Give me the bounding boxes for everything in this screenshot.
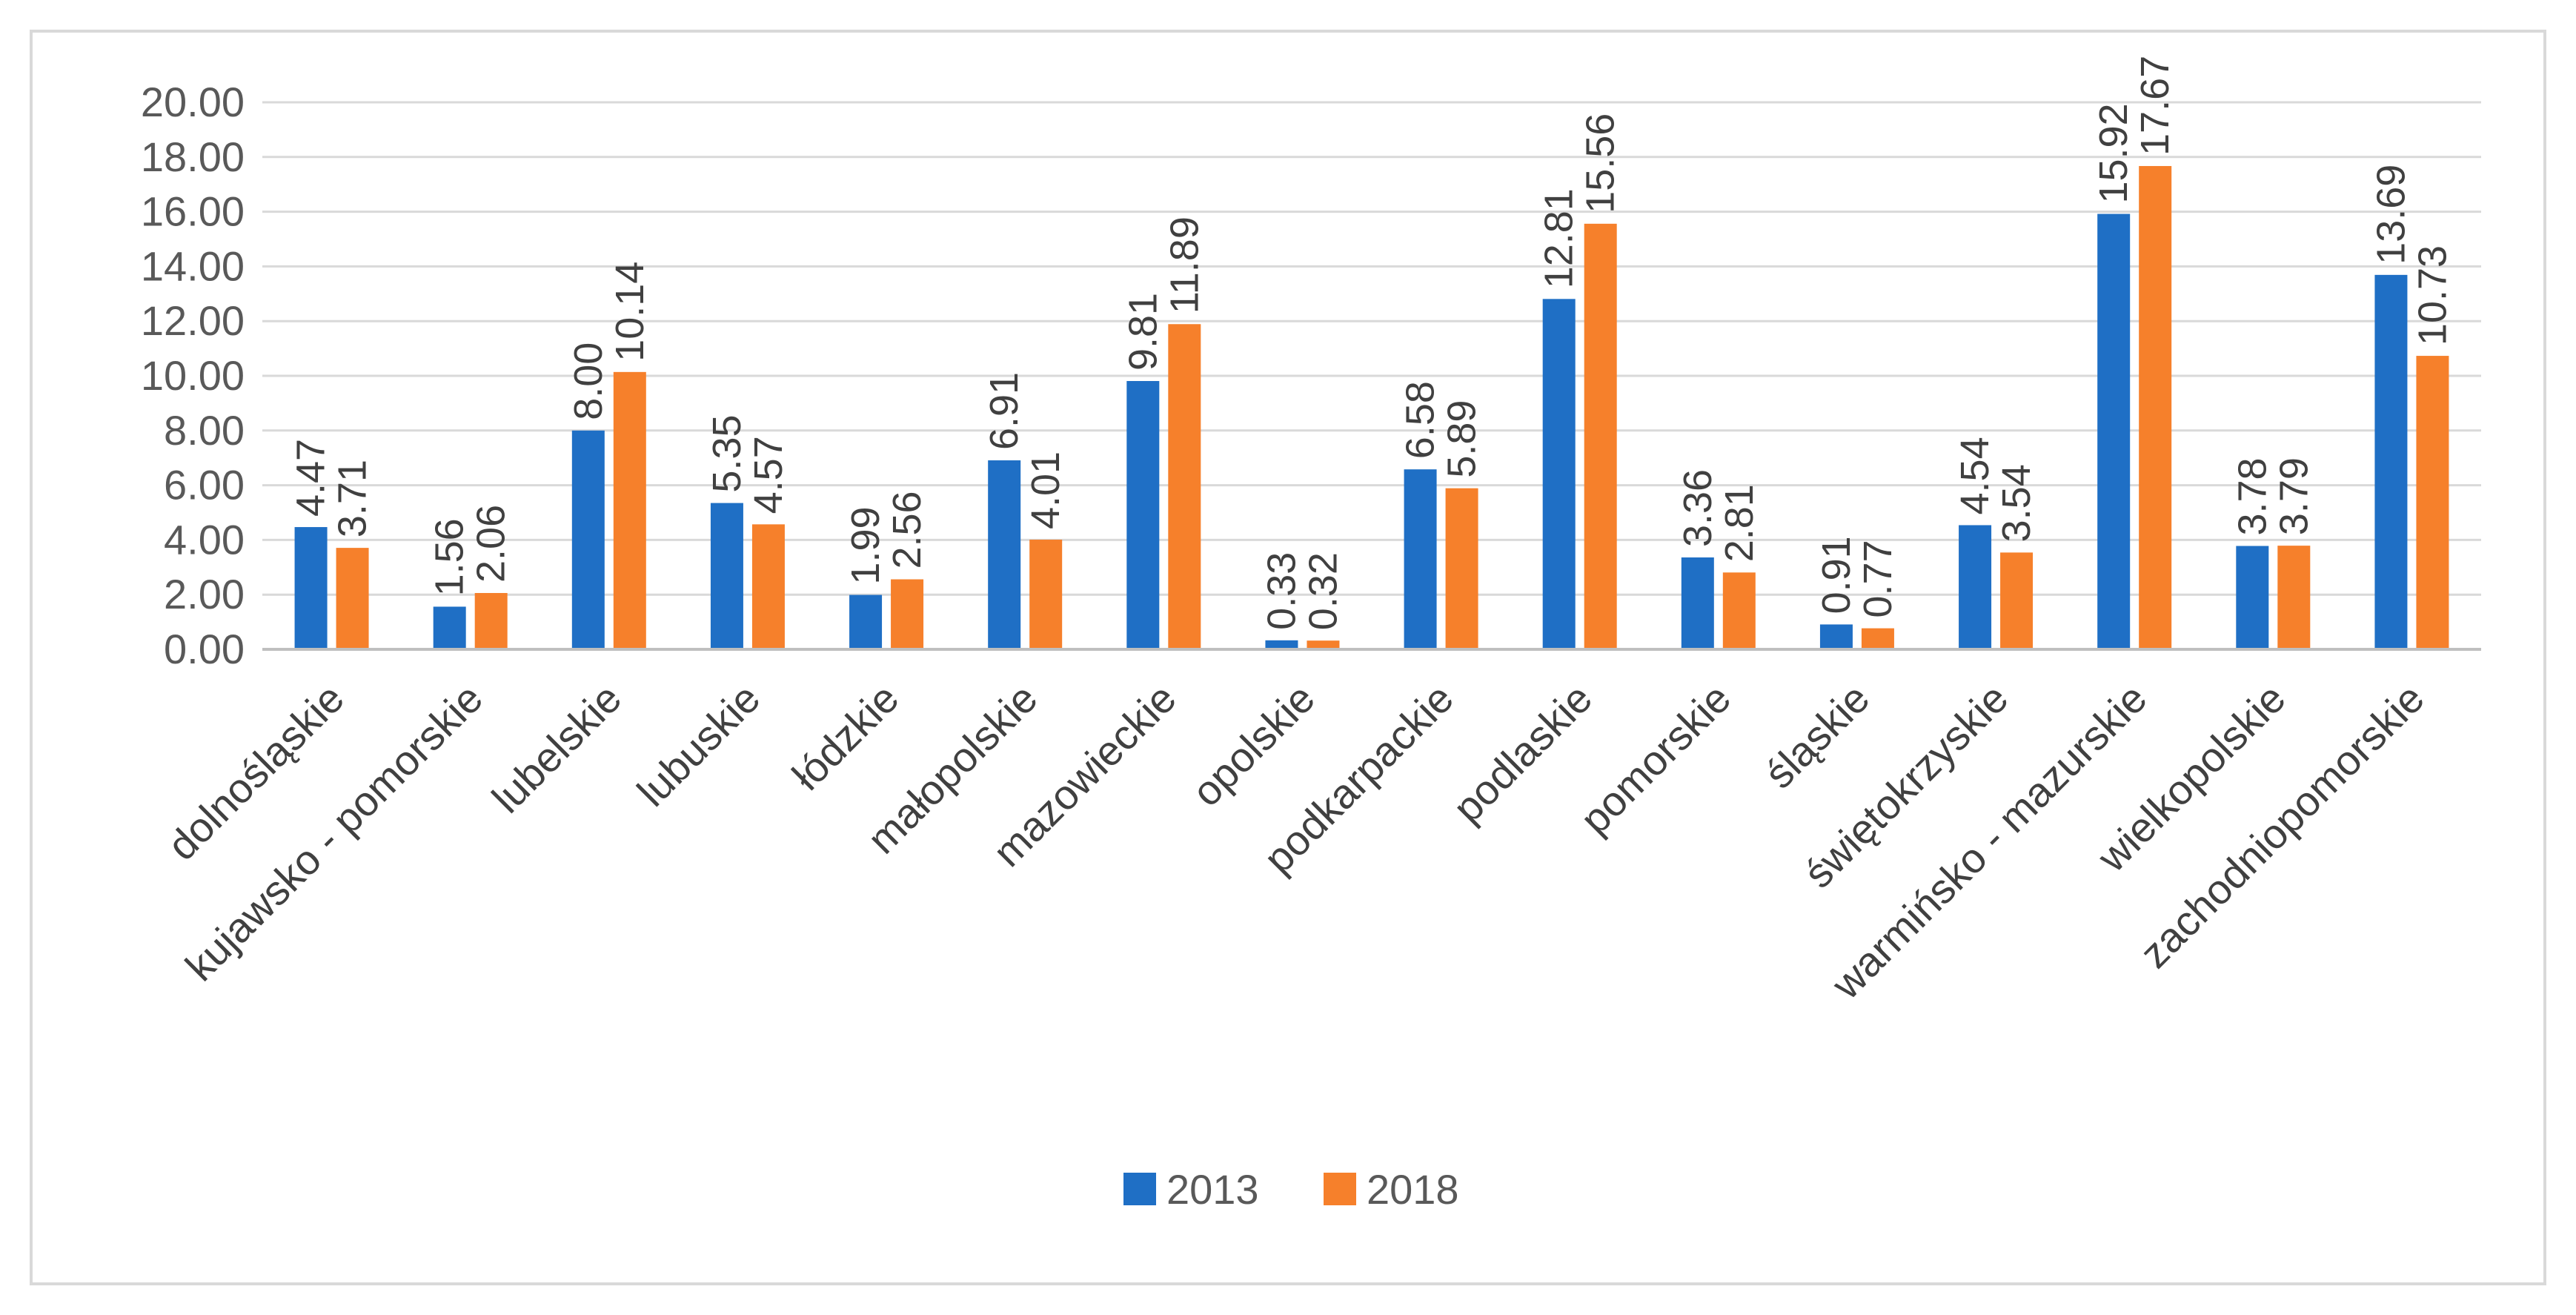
- bar-2018-4: [891, 579, 924, 649]
- bar-2018-7: [1307, 640, 1340, 649]
- y-axis-ticks: 0.00 2.00 4.00 6.00 8.00 10.00 12.00 14.00 16.00…: [141, 79, 245, 672]
- y-tick-label: 0.00: [164, 626, 245, 672]
- data-label: 11.89: [1162, 216, 1206, 314]
- bar-2018-5: [1029, 540, 1063, 649]
- data-label: 4.47: [289, 439, 333, 517]
- data-label: 9.81: [1121, 293, 1165, 371]
- data-label: 2.56: [885, 491, 929, 569]
- bar-2013-0: [294, 527, 328, 649]
- category-label: lubuskie: [628, 675, 769, 815]
- bar-2013-2: [571, 430, 605, 649]
- data-label: 0.91: [1814, 536, 1859, 614]
- bar-2018-13: [2139, 165, 2172, 650]
- bar-2018-0: [336, 548, 369, 649]
- bar-2018-10: [1722, 572, 1756, 649]
- bar-2018-2: [613, 371, 646, 649]
- bar-2018-9: [1584, 223, 1617, 649]
- legend-label: 2018: [1367, 1166, 1459, 1213]
- data-label: 4.57: [746, 436, 791, 514]
- category-label: śląskie: [1756, 675, 1879, 798]
- y-tick-label: 4.00: [164, 516, 245, 563]
- y-tick-label: 6.00: [164, 462, 245, 509]
- legend-swatch-2013: [1123, 1173, 1156, 1205]
- bar-2013-11: [1819, 624, 1853, 649]
- data-label: 3.36: [1676, 469, 1720, 547]
- data-label: 2.81: [1717, 484, 1762, 562]
- chart-frame: 0.00 2.00 4.00 6.00 8.00 10.00 12.00 14.00 16.00…: [30, 30, 2546, 1285]
- bar-2018-1: [474, 592, 508, 649]
- y-tick-label: 18.00: [141, 133, 245, 180]
- bar-2013-9: [1542, 299, 1576, 649]
- category-label: łódzkie: [783, 675, 908, 799]
- data-label: 10.73: [2410, 245, 2454, 345]
- y-tick-label: 12.00: [141, 297, 245, 344]
- bar-2013-8: [1404, 469, 1437, 649]
- data-label: 3.54: [1994, 464, 2039, 542]
- data-label: 3.78: [2230, 457, 2274, 535]
- category-label: pomorskie: [1571, 675, 1739, 843]
- data-label: 3.71: [331, 460, 375, 537]
- bar-2013-6: [1126, 381, 1160, 649]
- data-label: 0.32: [1301, 552, 1345, 630]
- data-label: 17.67: [2133, 56, 2177, 156]
- bar-2013-5: [988, 460, 1021, 649]
- data-label: 6.91: [982, 372, 1026, 450]
- bar-2013-1: [433, 606, 466, 649]
- bar-2018-15: [2416, 356, 2449, 649]
- data-label: 13.69: [2368, 165, 2413, 265]
- bar-2018-8: [1445, 488, 1478, 649]
- data-label: 1.56: [428, 518, 472, 596]
- bar-2013-13: [2097, 213, 2131, 649]
- data-label: 10.14: [608, 262, 652, 362]
- bar-2013-15: [2374, 274, 2408, 649]
- bar-2013-14: [2236, 546, 2269, 649]
- bar-2018-11: [1861, 628, 1894, 649]
- bar-2013-4: [849, 594, 883, 649]
- y-tick-label: 10.00: [141, 352, 245, 399]
- data-label: 4.01: [1023, 451, 1068, 529]
- bar-2018-6: [1168, 324, 1201, 649]
- category-label: lubelskie: [483, 675, 631, 822]
- bar-2018-3: [751, 524, 785, 649]
- legend-label: 2013: [1166, 1166, 1259, 1213]
- bar-2013-10: [1681, 557, 1714, 649]
- bar-2018-14: [2277, 546, 2311, 649]
- bar-2013-12: [1959, 525, 1992, 649]
- data-label: 3.79: [2271, 457, 2316, 535]
- y-tick-label: 20.00: [141, 79, 245, 125]
- bars: [294, 165, 2449, 650]
- category-label: opolskie: [1183, 675, 1324, 815]
- bar-2013-7: [1265, 640, 1298, 649]
- data-label: 15.92: [2091, 103, 2136, 203]
- bar-2013-3: [710, 503, 743, 649]
- data-label: 4.54: [1953, 437, 1997, 514]
- data-label: 15.56: [1579, 113, 1623, 213]
- legend: 2013 2018: [1123, 1166, 1459, 1213]
- data-label: 5.89: [1440, 400, 1484, 478]
- data-label: 0.77: [1856, 540, 1900, 617]
- y-tick-label: 14.00: [141, 242, 245, 289]
- data-label: 1.99: [843, 506, 888, 584]
- y-tick-label: 8.00: [164, 407, 245, 454]
- y-tick-label: 2.00: [164, 571, 245, 617]
- y-tick-label: 16.00: [141, 188, 245, 235]
- data-label: 12.81: [1537, 188, 1581, 288]
- bar-chart: 0.00 2.00 4.00 6.00 8.00 10.00 12.00 14.00 16.00…: [141, 56, 2481, 1213]
- data-label: 2.06: [469, 505, 514, 583]
- bar-2018-12: [2000, 552, 2034, 649]
- legend-swatch-2018: [1324, 1173, 1356, 1205]
- data-label: 0.33: [1259, 552, 1304, 630]
- data-label: 5.35: [705, 414, 749, 492]
- data-label: 8.00: [566, 342, 611, 420]
- data-label: 6.58: [1398, 381, 1443, 459]
